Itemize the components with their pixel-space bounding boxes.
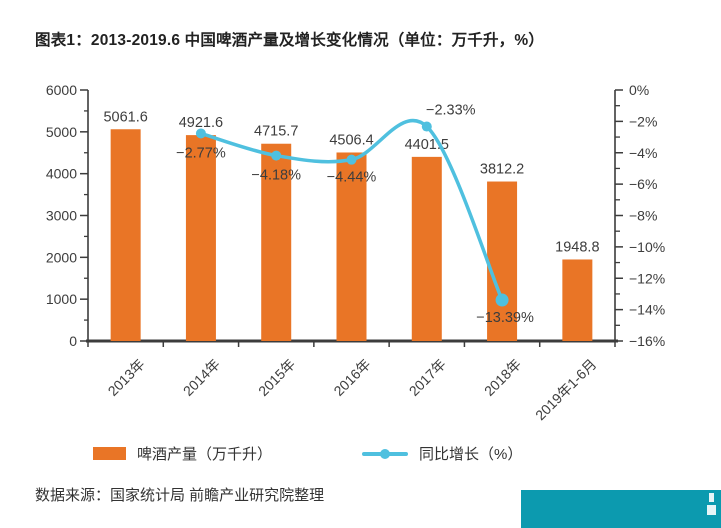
logo-fragment (709, 493, 714, 502)
bar-2015年 (261, 143, 292, 341)
left-axis-tick-label: 5000 (46, 124, 77, 140)
chart-title: 图表1：2013-2019.6 中国啤酒产量及增长变化情况（单位：万千升，%） (35, 32, 545, 49)
bar-2014年 (185, 135, 216, 341)
left-axis-tick-label: 2000 (46, 249, 77, 265)
right-axis-tick-label: −6% (629, 176, 657, 192)
right-axis-tick-label: −14% (629, 302, 665, 318)
line-series-swatch (362, 448, 408, 459)
right-axis-tick-label: −2% (629, 113, 657, 129)
bar-2017年 (411, 156, 442, 341)
bar-series-swatch (93, 447, 126, 460)
left-axis-tick-label: 4000 (46, 166, 77, 182)
growth-point-2018年 (495, 293, 509, 307)
right-axis-tick-label: −12% (629, 270, 665, 286)
legend-label-production: 啤酒产量（万千升） (137, 446, 273, 463)
bar-value-label: 3812.2 (480, 162, 524, 178)
growth-value-label: −13.39% (476, 310, 534, 326)
legend-item-production: 啤酒产量（万千升） (93, 443, 272, 464)
left-axis-tick-label: 3000 (46, 208, 77, 224)
x-axis-category-label: 2018年 (481, 356, 524, 399)
right-axis-tick-label: 0% (629, 82, 649, 98)
right-axis-tick-label: −16% (629, 333, 665, 349)
chart-legend: 啤酒产量（万千升） 同比增长（%） (0, 441, 721, 465)
growth-point-2016年 (346, 154, 357, 165)
production-growth-chart: 0 1000 2000 3000 4000 5000 6000 0% −2% −4% −6% −8% −… (0, 70, 721, 425)
x-axis-category-label: 2015年 (255, 356, 298, 399)
x-axis-category-label: 2017年 (406, 356, 449, 399)
line-swatch-dot (380, 448, 390, 459)
right-axis-tick-label: −8% (629, 208, 657, 224)
growth-value-label: −4.44% (327, 170, 377, 186)
growth-line (199, 118, 504, 302)
data-source-note: 数据来源：国家统计局 前瞻产业研究院整理 (35, 487, 325, 504)
legend-item-growth: 同比增长（%） (362, 443, 522, 464)
left-axis-tick-label: 6000 (46, 82, 77, 98)
bar-value-label: 4506.4 (329, 132, 373, 148)
growth-point-2017年 (421, 121, 432, 132)
bar-value-label: 5061.6 (103, 109, 147, 125)
right-axis-tick-label: −10% (629, 239, 665, 255)
growth-point-2015年 (271, 150, 282, 161)
x-axis-category-label: 2014年 (180, 356, 223, 399)
growth-value-label: −4.18% (251, 168, 301, 184)
legend-label-growth: 同比增长（%） (419, 446, 523, 463)
x-axis-category-label: 2019年1-6月 (532, 356, 599, 423)
bar-2013年 (110, 129, 141, 341)
left-axis-tick-label: 1000 (46, 291, 77, 307)
bar-value-label: 1948.8 (555, 239, 599, 255)
bar-value-label: 4715.7 (254, 124, 298, 140)
bar-value-label: 4921.6 (179, 115, 223, 131)
growth-point-2014年 (195, 128, 206, 139)
x-axis-category-label: 2016年 (330, 356, 373, 399)
growth-value-label: −2.33% (426, 103, 476, 119)
x-axis-category-label: 2013年 (105, 356, 148, 399)
right-axis-tick-label: −4% (629, 145, 657, 161)
brand-bar (521, 490, 721, 528)
bar-2019年1-6月 (562, 259, 593, 341)
logo-fragment (707, 505, 716, 515)
growth-value-label: −2.77% (176, 145, 226, 161)
bar-2016年 (336, 152, 367, 341)
bar-2018年 (487, 181, 518, 341)
left-axis-tick-label: 0 (69, 333, 77, 349)
chart-canvas: 0 1000 2000 3000 4000 5000 6000 0% −2% −4% −6% −8% −… (46, 82, 665, 423)
